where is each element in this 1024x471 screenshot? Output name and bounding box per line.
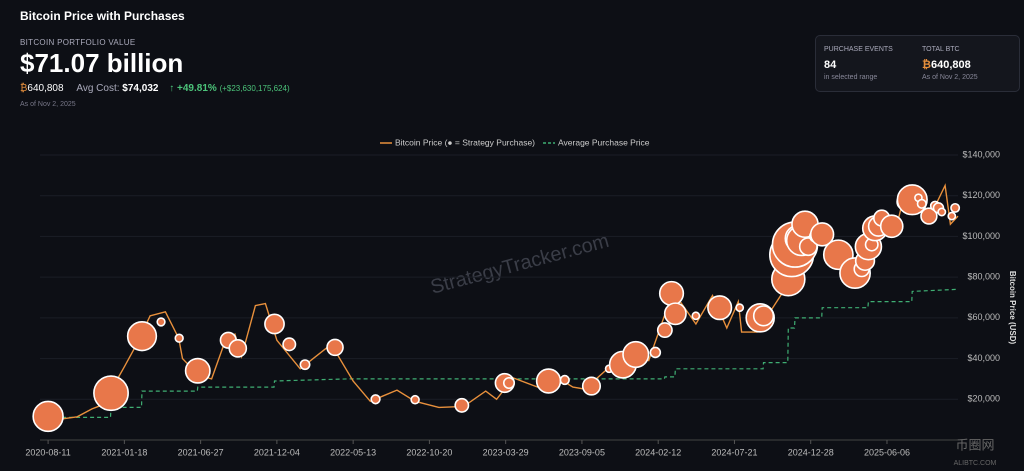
purchase-bubble: [454, 397, 470, 413]
stats-box: PURCHASE EVENTS 84 in selected range TOT…: [815, 35, 1020, 92]
purchase-bubble: [937, 207, 947, 217]
purchase-bubble: [502, 376, 516, 390]
purchase-bubble: [184, 357, 211, 384]
corner-mark: 币圈网: [955, 437, 994, 452]
purchase-bubble: [916, 198, 927, 209]
y-tick-label: $80,000: [967, 272, 1000, 282]
x-tick-label: 2024-02-12: [635, 447, 681, 457]
x-tick-label: 2021-06-27: [178, 447, 224, 457]
purchase-bubble: [920, 207, 938, 225]
purchase-bubble: [798, 237, 818, 257]
purchase-bubble: [174, 333, 184, 343]
purchase-bubble: [93, 375, 129, 412]
btc-symbol: ₿: [922, 59, 931, 71]
portfolio-details: ₿640,808 Avg Cost: $74,032 ↑ +49.81% (+$…: [20, 83, 290, 94]
purchase-bubble: [264, 313, 285, 335]
y-tick-label: $20,000: [967, 394, 1000, 404]
purchase-bubble: [581, 376, 602, 396]
x-tick-label: 2021-12-04: [254, 447, 300, 457]
purchase-bubble: [663, 302, 687, 326]
x-tick-label: 2024-07-21: [711, 447, 757, 457]
stat-note: As of Nov 2, 2025: [922, 74, 978, 81]
purchase-bubble: [370, 394, 381, 405]
y-tick-label: $60,000: [967, 312, 1000, 322]
change-abs: (+$23,630,175,624): [219, 84, 290, 93]
purchase-bubble: [622, 340, 650, 369]
corner-site: ALIBTC.COM: [954, 460, 997, 467]
stat-label: TOTAL BTC: [922, 46, 960, 53]
btc-amount: 640,808: [27, 83, 64, 94]
x-tick-label: 2023-09-05: [559, 447, 605, 457]
y-tick-label: $40,000: [967, 353, 1000, 363]
purchase-bubble: [947, 211, 957, 221]
stat-value: ₿640,808: [922, 59, 971, 71]
purchase-bubble: [658, 280, 685, 307]
as-of: As of Nov 2, 2025: [20, 101, 76, 108]
y-tick-label: $140,000: [962, 149, 1000, 159]
purchase-bubble: [559, 374, 570, 386]
y-tick-label: $120,000: [962, 190, 1000, 200]
x-tick-label: 2023-03-29: [483, 447, 529, 457]
purchase-bubble: [228, 339, 248, 358]
y-tick-label: $100,000: [962, 231, 1000, 241]
portfolio-value: $71.07 billion: [20, 48, 184, 78]
legend-label: Bitcoin Price (● = Strategy Purchase): [395, 137, 535, 147]
change: ↑ +49.81%: [169, 83, 217, 94]
x-tick-label: 2022-10-20: [406, 447, 452, 457]
purchase-bubble: [299, 359, 311, 371]
avg-cost: $74,032: [122, 83, 159, 94]
btc-amount: 640,808: [930, 59, 971, 71]
page-title: Bitcoin Price with Purchases: [20, 9, 185, 23]
x-tick-label: 2024-12-28: [788, 447, 834, 457]
purchase-bubble: [809, 222, 835, 247]
purchase-bubble: [691, 311, 701, 321]
stat-label: PURCHASE EVENTS: [824, 46, 893, 53]
stat-value: 84: [824, 59, 837, 71]
purchase-bubble: [950, 202, 961, 213]
y-axis-title: Bitcoin Price (USD): [1008, 271, 1017, 345]
x-tick-label: 2020-08-11: [25, 447, 70, 457]
purchase-bubble: [656, 322, 673, 339]
purchase-bubble: [32, 400, 64, 433]
purchase-bubble: [707, 295, 733, 321]
watermark: StrategyTracker.com: [428, 230, 611, 299]
purchase-bubble: [879, 214, 904, 239]
legend-label: Average Purchase Price: [558, 137, 650, 147]
x-tick-label: 2022-05-13: [330, 447, 376, 457]
avg-cost-label: Avg Cost:: [76, 83, 120, 94]
purchase-bubble: [649, 346, 662, 359]
purchase-bubble: [410, 394, 420, 405]
x-tick-label: 2025-06-06: [864, 447, 910, 457]
x-tick-label: 2021-01-18: [101, 447, 147, 457]
purchase-bubble: [282, 337, 297, 352]
purchase-bubble: [326, 338, 344, 357]
stat-note: in selected range: [824, 74, 878, 81]
purchase-bubble: [752, 305, 775, 327]
purchase-bubble: [126, 321, 158, 352]
purchase-bubble: [156, 317, 166, 327]
btc-symbol: ₿: [20, 83, 28, 94]
portfolio-label: BITCOIN PORTFOLIO VALUE: [20, 38, 136, 47]
purchase-bubble: [735, 303, 745, 313]
purchase-bubble: [535, 368, 562, 394]
average-line: [48, 288, 959, 418]
